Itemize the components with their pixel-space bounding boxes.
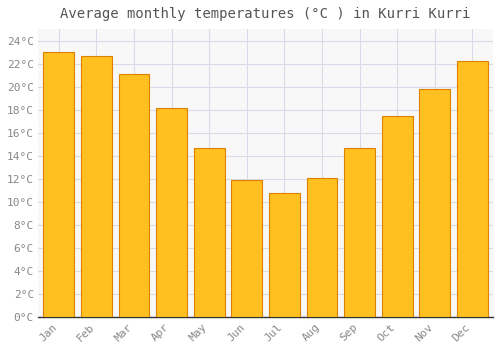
Title: Average monthly temperatures (°C ) in Kurri Kurri: Average monthly temperatures (°C ) in Ku… [60,7,471,21]
Bar [306,178,338,317]
Bar [344,148,375,317]
Bar [420,89,450,317]
Bar [382,116,412,317]
Bar [457,61,488,317]
Bar [156,107,187,317]
Bar [194,148,224,317]
Bar [44,52,74,317]
Bar [118,74,150,317]
Bar [232,180,262,317]
Bar [81,56,112,317]
Bar [269,193,300,317]
